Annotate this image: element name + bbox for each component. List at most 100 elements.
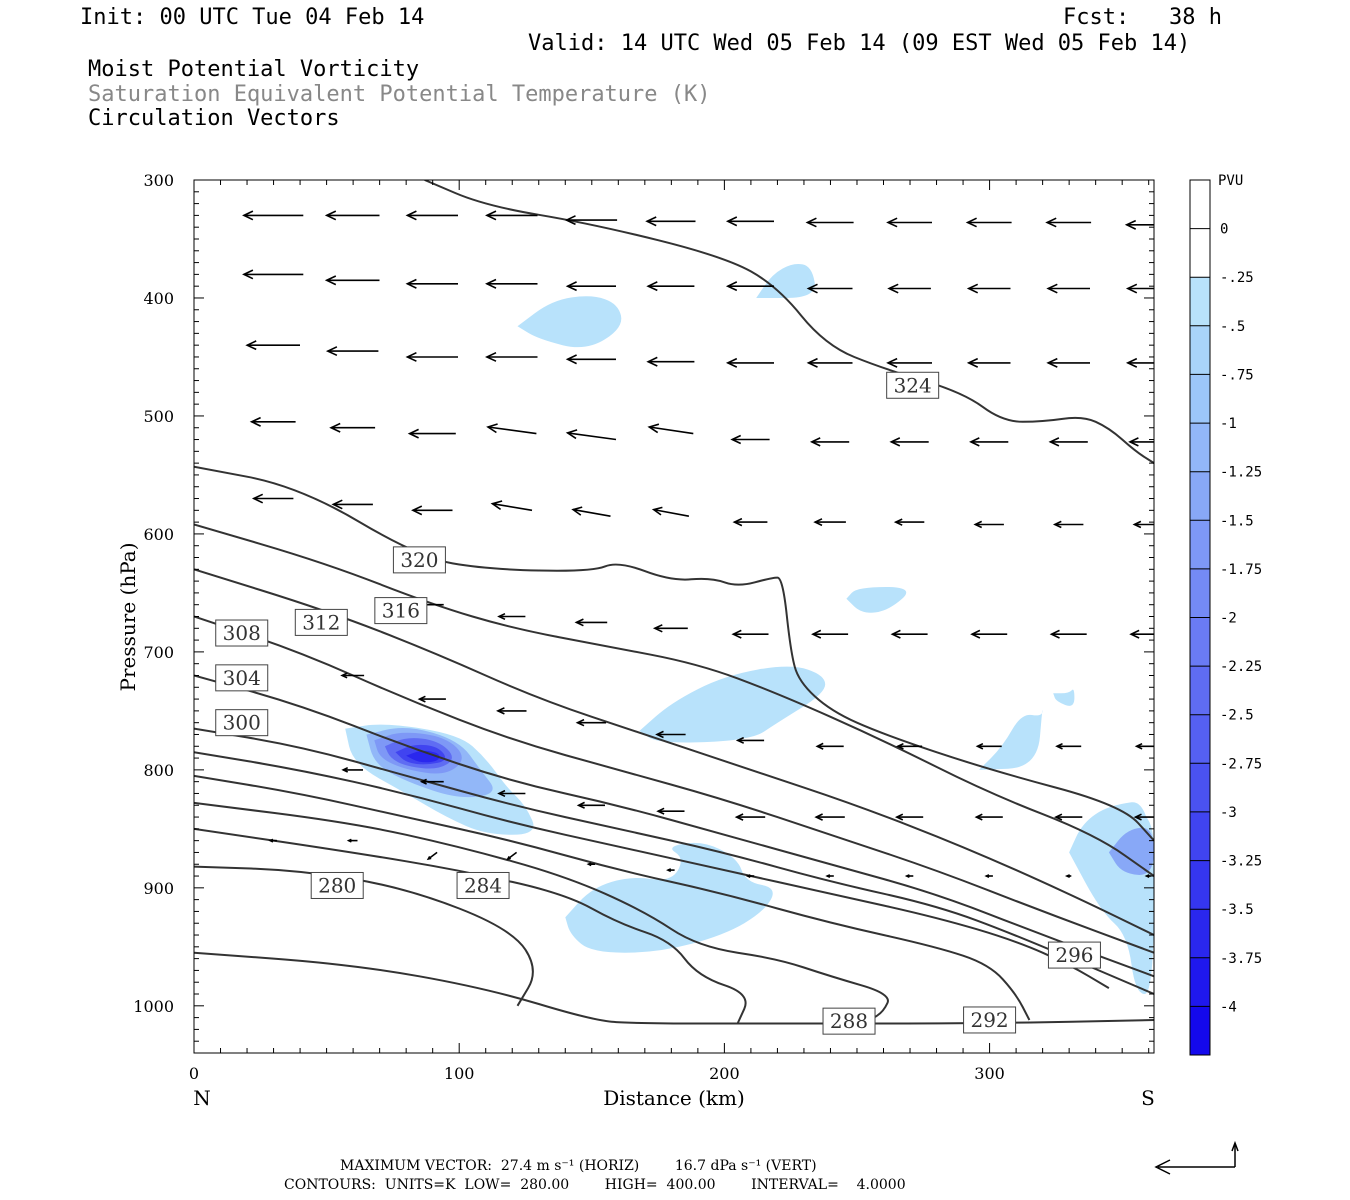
circulation-vector [574,618,608,627]
x-axis-label: Distance (km) [603,1086,745,1110]
circulation-vector [1134,742,1154,750]
pv-region [1108,827,1154,875]
contour-label: 320 [392,546,446,574]
svg-text:288: 288 [830,1009,868,1033]
circulation-vector [497,612,526,621]
y-tick-label: 800 [143,761,174,780]
circulation-vector [485,210,538,221]
svg-text:312: 312 [302,610,340,634]
circulation-vector [1046,283,1090,294]
circulation-vector [886,217,932,228]
y-tick-label: 1000 [133,997,174,1016]
circulation-vectors [242,210,1154,879]
circulation-vector [973,520,1004,529]
theta-es-contour [194,774,1031,1021]
colorbar-swatch [1190,811,1210,861]
colorbar-label: -3.25 [1220,854,1262,870]
circulation-vector [331,499,373,510]
circulation-vector [1129,629,1154,639]
contour-label: 284 [456,871,510,899]
colorbar-label: -1.75 [1220,562,1262,578]
colorbar-swatch [1190,520,1210,569]
circulation-vector [1124,219,1154,230]
circulation-vector [646,356,695,367]
theta-es-contour [194,865,534,1007]
pv-region [517,296,622,348]
circulation-vector [1125,357,1154,368]
circulation-vector [893,518,925,526]
circulation-vector [731,629,769,639]
svg-text:296: 296 [1055,943,1093,967]
theta-es-contour [194,751,1110,989]
colorbar-label: -.5 [1220,319,1245,335]
pv-colorbar: 0 -.25 -.5 -.75 -1 -1.25 -1.5 -1.75 -2 -2.25 -2.5 -… [1189,179,1262,1056]
reference-vector [1154,1140,1239,1175]
theta-es-contour [194,523,1154,877]
colorbar-swatch [1190,180,1210,229]
pv-region [979,709,1043,770]
colorbar-swatch [1190,860,1210,910]
circulation-vector [887,283,931,294]
colorbar-swatch [1190,374,1210,423]
circulation-vector [806,283,853,294]
theta-es-contour [424,180,1154,464]
circulation-vector [506,851,518,861]
theta-es-contour [194,727,1154,995]
circulation-vector [730,434,770,445]
colorbar-label: -.75 [1220,367,1254,383]
y-tick-label: 600 [143,525,174,544]
circulation-vector [886,357,932,368]
circulation-vector [814,813,845,821]
contour-label: 324 [886,371,940,399]
colorbar-label: -3 [1220,805,1237,821]
circulation-vector [815,742,844,750]
circulation-vector [966,357,1011,368]
theta-es-contour [194,615,1154,954]
circulation-vector [565,429,617,441]
circulation-vector [966,283,1011,294]
contour-label: 280 [310,871,364,899]
svg-text:320: 320 [400,548,438,572]
circulation-vector [249,416,296,427]
circulation-vector [655,730,686,739]
x-axis-left-end-label: N [193,1086,211,1110]
theta-es-contour [194,801,889,1021]
pv-region [756,263,815,298]
circulation-vector [1132,520,1154,529]
circulation-vector [411,505,453,516]
colorbar-swatch [1190,568,1210,618]
circulation-vector [341,766,363,773]
circulation-vector [889,437,929,447]
circulation-vector [1052,520,1084,529]
colorbar-swatch [1190,423,1210,472]
circulation-vector [485,278,538,289]
pv-region [846,587,907,613]
circulation-vector [1048,437,1088,447]
colorbar-unit: PVU [1218,173,1243,189]
circulation-vector [651,506,690,517]
svg-text:280: 280 [318,873,356,897]
y-tick-label: 400 [143,289,174,308]
colorbar-swatch [1190,666,1210,715]
contour-labels: 324 320 316 312 308 304 300 296 292 288 284 280 [215,371,1101,1035]
colorbar-swatch [1190,277,1210,326]
colorbar-label: -3.5 [1220,902,1254,918]
contour-label: 308 [215,619,269,647]
circulation-vector [745,874,755,879]
circulation-vector [970,629,1008,639]
circulation-vector [725,357,774,368]
circulation-vector [1133,813,1154,821]
circulation-vector [725,281,774,292]
circulation-vector [405,210,458,221]
circulation-vector [974,813,1003,821]
pv-region [586,893,671,939]
circulation-vector [1046,357,1090,368]
circulation-vector [245,340,300,351]
circulation-vector [564,215,618,226]
circulation-vector [490,500,533,512]
circulation-vector [324,210,380,221]
colorbar-swatch [1190,714,1210,764]
svg-text:324: 324 [894,373,932,397]
colorbar-swatch [1190,325,1210,375]
